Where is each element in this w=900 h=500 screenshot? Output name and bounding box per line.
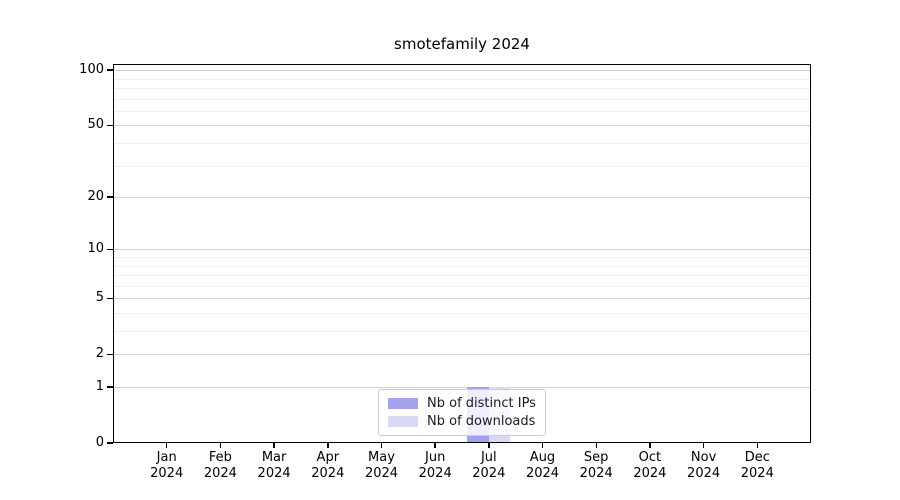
x-tick-mark: [219, 443, 222, 448]
y-tick-mark: [107, 248, 113, 250]
legend: Nb of distinct IPs Nb of downloads: [378, 389, 546, 436]
x-tick-mark: [756, 443, 759, 448]
gridline-major: [113, 298, 811, 300]
x-tick-label-line: Nov: [690, 450, 717, 465]
x-tick-label-line: 2024: [472, 466, 506, 481]
gridline-minor: [113, 257, 811, 258]
x-tick-label-line: Jul: [480, 450, 497, 465]
y-tick-label: 1: [95, 379, 104, 394]
x-tick-label: Jul 2024: [457, 450, 521, 482]
gridline-minor: [113, 285, 811, 287]
gridline-minor: [113, 143, 811, 144]
x-tick-label-line: 2024: [418, 466, 452, 481]
gridline-minor: [113, 313, 811, 314]
gridline-minor: [113, 275, 811, 276]
x-tick-label-line: 2024: [364, 466, 399, 481]
y-tick-label: 0: [95, 435, 104, 450]
x-tick-mark: [380, 443, 383, 448]
x-tick-label-line: Jan: [156, 450, 177, 465]
x-tick-label-line: Aug: [529, 450, 556, 465]
x-tick-label-line: 2024: [150, 466, 184, 481]
x-tick-label-line: 2024: [633, 466, 667, 481]
y-tick-mark: [107, 196, 113, 198]
legend-label-downloads: Nb of downloads: [427, 414, 536, 429]
x-tick-mark: [595, 443, 597, 448]
legend-swatch-distinct-ips: [388, 398, 418, 409]
y-tick-label: 50: [87, 117, 104, 133]
legend-label-distinct-ips: Nb of distinct IPs: [427, 396, 536, 411]
x-tick-label-line: Oct: [638, 450, 662, 465]
gridline-minor: [113, 331, 811, 332]
x-tick-label: May 2024: [350, 450, 414, 482]
gridline-major: [113, 70, 811, 72]
y-tick-label: 10: [87, 241, 104, 257]
gridline-minor: [113, 98, 811, 100]
x-tick-label-line: Apr: [316, 450, 340, 465]
x-tick-label: Oct 2024: [618, 450, 682, 482]
gridline-minor: [113, 165, 811, 167]
y-tick-label: 100: [79, 62, 104, 78]
x-tick-label: Nov 2024: [672, 450, 736, 482]
x-tick-label-line: Feb: [208, 450, 232, 465]
gridline-minor: [113, 265, 811, 267]
x-tick-mark: [165, 443, 168, 448]
y-tick-mark: [107, 124, 113, 127]
x-tick-label-line: May: [368, 450, 395, 465]
x-tick-label-line: 2024: [579, 466, 613, 481]
y-tick-mark: [107, 442, 113, 444]
x-tick-mark: [702, 443, 705, 448]
y-tick-label: 20: [87, 189, 104, 204]
gridline-minor: [113, 88, 811, 89]
x-tick-label: Jun 2024: [403, 450, 467, 482]
y-tick-label: 5: [95, 290, 104, 306]
y-tick-mark: [107, 386, 113, 388]
x-tick-label-line: Jun: [425, 450, 446, 465]
x-tick-label: Mar 2024: [242, 450, 306, 482]
x-tick-label: Apr 2024: [296, 450, 360, 482]
x-tick-mark: [434, 443, 436, 448]
plot-area: [113, 64, 811, 443]
chart-title: smotefamily 2024: [394, 35, 530, 53]
x-tick-label-line: 2024: [257, 466, 291, 481]
x-tick-label-line: 2024: [311, 466, 345, 481]
legend-item-downloads: Nb of downloads: [388, 414, 536, 429]
y-tick-label: 2: [95, 346, 104, 362]
y-tick-mark: [107, 297, 113, 299]
gridline-minor: [113, 110, 811, 112]
x-tick-mark: [649, 443, 651, 448]
y-tick-mark: [107, 69, 113, 71]
gridline-major: [113, 197, 811, 198]
x-tick-label: Feb 2024: [188, 450, 252, 482]
x-tick-label: Sep 2024: [564, 450, 628, 482]
x-tick-mark: [273, 443, 275, 448]
gridline-minor: [113, 78, 811, 80]
x-tick-label: Jan 2024: [135, 450, 199, 482]
x-tick-label: Aug 2024: [511, 450, 575, 482]
x-tick-label-line: 2024: [203, 466, 237, 481]
gridline-major: [113, 125, 811, 127]
legend-swatch-downloads: [388, 416, 418, 427]
x-tick-label: Dec 2024: [725, 450, 789, 482]
x-tick-label-line: 2024: [525, 466, 560, 481]
legend-item-distinct-ips: Nb of distinct IPs: [388, 396, 536, 411]
x-tick-label-line: Mar: [261, 450, 287, 465]
gridline-major: [113, 387, 811, 388]
x-tick-mark: [541, 443, 544, 448]
x-tick-mark: [488, 443, 490, 448]
x-tick-label-line: 2024: [740, 466, 774, 481]
y-tick-mark: [107, 353, 113, 355]
x-tick-label-line: 2024: [687, 466, 721, 481]
gridline-major: [113, 354, 811, 356]
x-tick-label-line: Sep: [583, 450, 609, 465]
x-tick-mark: [327, 443, 329, 448]
x-tick-label-line: Dec: [744, 450, 770, 465]
gridline-major: [113, 249, 811, 251]
